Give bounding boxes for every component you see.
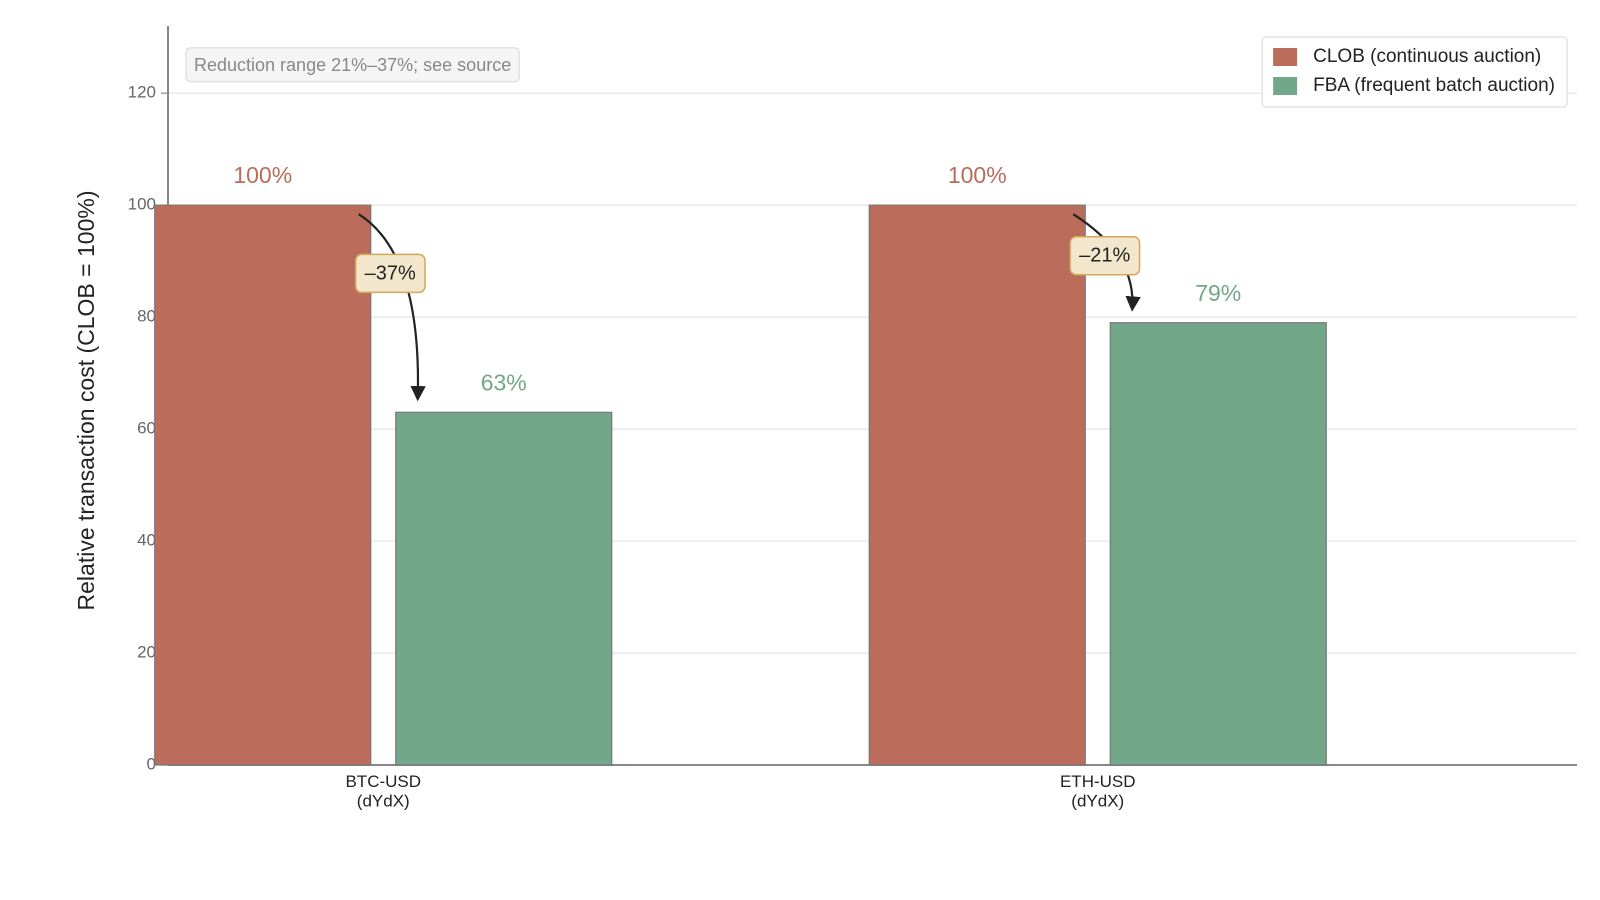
y-tick-label: 80 xyxy=(137,307,156,326)
annotation-text: –37% xyxy=(365,262,416,284)
annotation-box xyxy=(1069,235,1141,276)
legend: CLOB (continuous auction) FBA (frequent b… xyxy=(1261,36,1568,108)
value-label: 100% xyxy=(233,162,292,188)
note: Reduction range 21%–37%; see source xyxy=(185,47,520,83)
bar xyxy=(395,411,613,766)
value-label: 63% xyxy=(481,369,527,395)
y-tick-label: 40 xyxy=(137,531,156,550)
y-tick-label: 100 xyxy=(128,195,156,214)
bar xyxy=(1109,322,1327,766)
annotation: –21% xyxy=(1069,235,1141,276)
annotation-box xyxy=(354,253,426,294)
bar xyxy=(154,204,372,766)
bar xyxy=(868,204,1086,766)
y-tick-label: 20 xyxy=(137,643,156,662)
x-tick-label: ETH-USD (dYdX) xyxy=(1060,772,1136,811)
annotation: –37% xyxy=(354,253,426,294)
x-tick-label: BTC-USD (dYdX) xyxy=(345,772,421,811)
y-tick-label: 120 xyxy=(128,83,156,102)
annotation-text: –21% xyxy=(1079,245,1130,267)
y-tick-label: 60 xyxy=(137,419,156,438)
note-text: Reduction range 21%–37%; see source xyxy=(194,55,511,75)
y-axis-label: Relative transaction cost (CLOB = 100%) xyxy=(73,191,99,611)
y-tick-label: 0 xyxy=(147,754,156,773)
value-label: 100% xyxy=(948,162,1007,188)
legend-swatch xyxy=(1273,77,1298,95)
legend-box xyxy=(1261,36,1568,108)
legend-label: FBA (frequent batch auction) xyxy=(1313,75,1555,96)
value-label: 79% xyxy=(1195,280,1241,306)
legend-label: CLOB (continuous auction) xyxy=(1313,46,1541,67)
note-box xyxy=(185,47,520,83)
legend-swatch xyxy=(1273,48,1298,66)
